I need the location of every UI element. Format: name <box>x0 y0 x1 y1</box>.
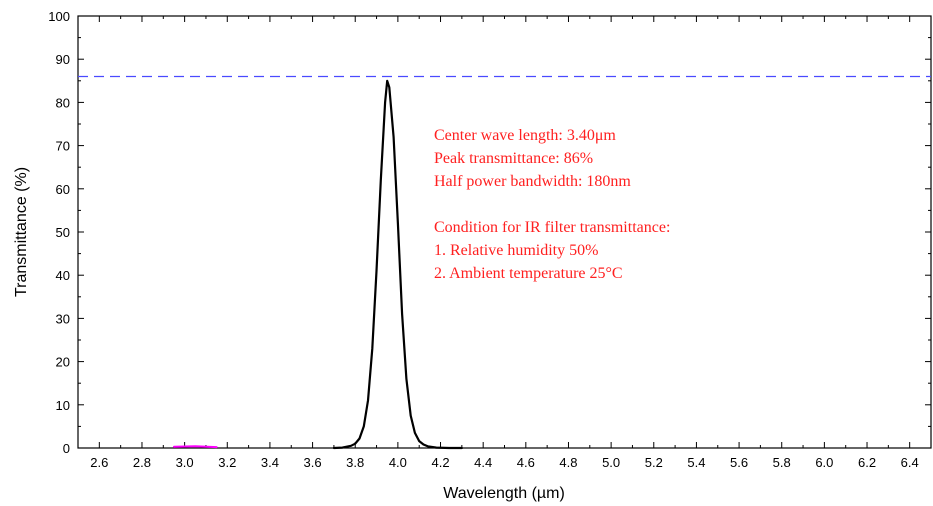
ticks-layer <box>78 15 931 449</box>
x-tick-label: 5.0 <box>602 455 620 470</box>
y-tick-label: 30 <box>56 311 70 326</box>
x-tick-label: 5.8 <box>773 455 791 470</box>
y-tick-label: 100 <box>48 9 70 24</box>
y-tick-label: 0 <box>63 441 70 456</box>
x-tick-label: 5.2 <box>645 455 663 470</box>
y-tick-label: 80 <box>56 95 70 110</box>
y-axis-title: Transmittance (%) <box>13 167 30 297</box>
series-layer <box>78 75 931 450</box>
y-tick-label: 40 <box>56 268 70 283</box>
annotation-line: Half power bandwidth: 180nm <box>434 173 631 190</box>
annotation-line: 2. Ambient temperature 25°C <box>434 265 623 282</box>
baseline-curve <box>173 445 218 449</box>
x-tick-label: 3.2 <box>218 455 236 470</box>
x-tick-label: 6.4 <box>901 455 919 470</box>
transmittance-curve <box>332 79 463 450</box>
y-tick-label: 70 <box>56 139 70 154</box>
y-tick-label: 20 <box>56 355 70 370</box>
y-tick-label: 50 <box>56 225 70 240</box>
x-axis-title: Wavelength (µm) <box>443 485 565 502</box>
y-tick-label: 90 <box>56 52 70 67</box>
x-tick-label: 5.6 <box>730 455 748 470</box>
annotation-line: Condition for IR filter transmittance: <box>434 219 670 236</box>
y-tick-label: 60 <box>56 182 70 197</box>
x-tick-label: 3.6 <box>304 455 322 470</box>
x-tick-label: 4.8 <box>559 455 577 470</box>
annotation-line: Center wave length: 3.40μm <box>434 127 616 144</box>
x-tick-label: 6.0 <box>815 455 833 470</box>
annotations-layer: Center wave length: 3.40μm Peak transmitt… <box>434 127 670 282</box>
x-tick-label: 3.0 <box>176 455 194 470</box>
x-tick-label: 2.6 <box>90 455 108 470</box>
x-tick-label: 4.2 <box>431 455 449 470</box>
annotation-line: 1. Relative humidity 50% <box>434 242 598 259</box>
annotation-line: Peak transmittance: 86% <box>434 150 593 167</box>
x-tick-label: 3.4 <box>261 455 279 470</box>
x-tick-label: 5.4 <box>687 455 705 470</box>
x-tick-label: 2.8 <box>133 455 151 470</box>
y-tick-label: 10 <box>56 398 70 413</box>
x-tick-label: 4.4 <box>474 455 492 470</box>
tick-labels-layer: 2.6 2.8 3.0 3.2 3.4 3.6 3.8 4.0 4.2 4.4 4.6 4.8 5.0 5… <box>48 9 918 470</box>
x-tick-label: 6.2 <box>858 455 876 470</box>
x-tick-label: 3.8 <box>346 455 364 470</box>
x-tick-label: 4.6 <box>517 455 535 470</box>
x-tick-label: 4.0 <box>389 455 407 470</box>
